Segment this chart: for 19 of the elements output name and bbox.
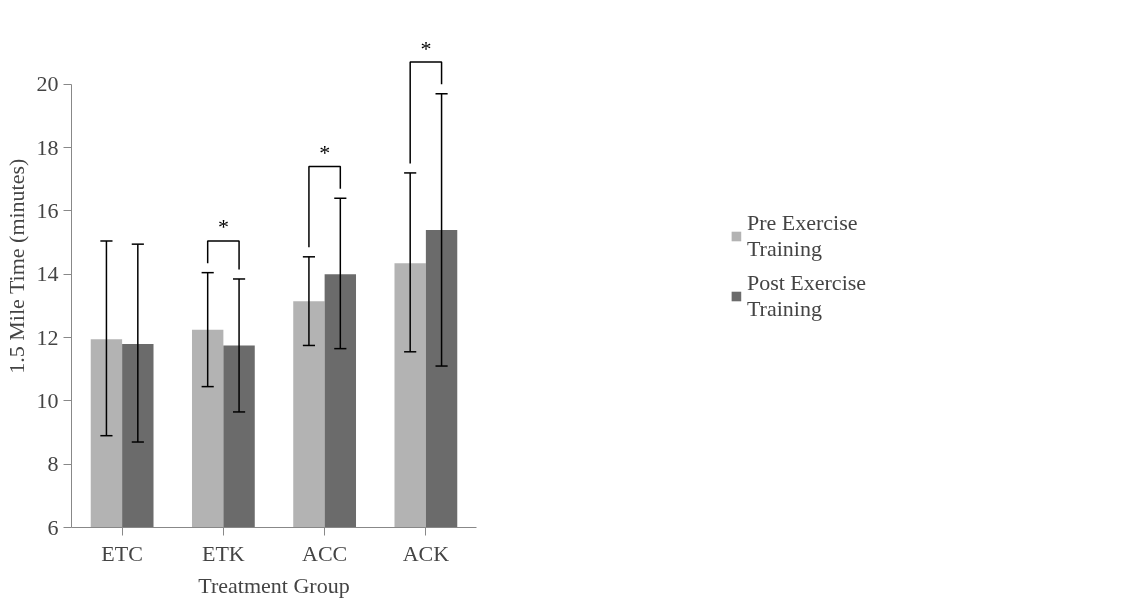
- legend-label: Post Exercise Training: [746, 269, 867, 322]
- text: *: [420, 35, 432, 61]
- legend-label: Pre Exercise Training: [746, 209, 858, 262]
- y-tick-label: 10: [36, 387, 59, 413]
- x-tick-label: ETC: [101, 540, 143, 566]
- x-tick-label: ETK: [201, 540, 245, 566]
- y-tick-label: 20: [36, 71, 59, 97]
- y-tick-label: 12: [36, 324, 59, 350]
- x-tick-label: ACK: [402, 540, 450, 566]
- x-axis-title: Treatment Group: [198, 572, 350, 598]
- annotation: *: [319, 140, 331, 166]
- y-axis-title: 1.5 Mile Time (minutes): [3, 158, 29, 374]
- y-tick-label: 14: [36, 261, 59, 287]
- y-tick-label: 18: [36, 134, 59, 160]
- y-tick-label: 6: [47, 514, 59, 540]
- y-tick-label: 16: [36, 197, 59, 223]
- x-tick-label: ACC: [302, 540, 348, 566]
- annotation: *: [217, 214, 229, 240]
- y-tick-label: 8: [47, 451, 59, 477]
